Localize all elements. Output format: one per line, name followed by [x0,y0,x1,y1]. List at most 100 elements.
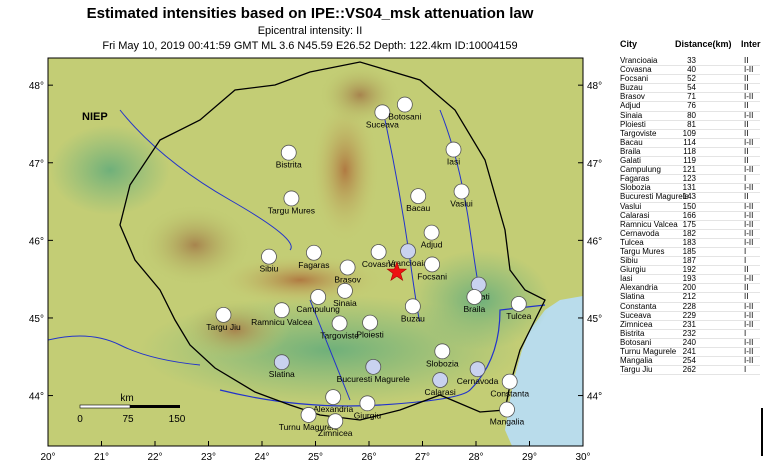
intensity-cell: II [744,292,749,302]
city-label: Vrancioaia [388,258,428,268]
lon-tick-label: 30° [575,452,590,463]
city-name-cell: Slatina [620,292,645,302]
lon-tick-label: 22° [147,452,162,463]
distance-cell: 76 [687,101,696,111]
city-label: Buzau [401,313,425,323]
intensity-cell: I-II [744,228,754,238]
city-marker [339,259,356,276]
table-row: Slobozia 131 I-II [620,183,760,194]
table-row: Sibiu 187 I [620,256,760,267]
city-name-cell: Sinaia [620,110,643,120]
river [48,335,201,366]
lat-tick-label-left: 46° [29,236,44,247]
distance-cell: 232 [682,328,696,338]
latitude-ticks: 48° 48° 47° 47° 46° 46° 45° 45° 44° 44° [29,81,602,402]
city-name-cell: Iasi [620,274,633,284]
intensity-cell: I-II [744,137,754,147]
scale-tick-150: 150 [169,414,186,425]
distance-cell: 123 [682,174,696,184]
distance-cell: 192 [682,265,696,275]
city-marker [280,144,297,161]
city-marker [499,401,515,418]
city-marker [305,244,322,261]
table-row: Braila 118 II [620,146,760,158]
distance-cell: 40 [687,65,696,75]
table-row: Mangalia 254 I-II [620,356,760,367]
city-marker [365,358,382,375]
city-label: Iasi [447,157,460,167]
distance-cell: 229 [682,310,696,320]
intensity-cell: I-II [744,110,754,120]
scale-bar-white-segment [79,404,131,409]
lat-tick-label-left: 45° [29,314,44,325]
city-name-cell: Braila [620,146,641,156]
plain-area-west [50,125,170,215]
intensity-cell: I [744,174,747,184]
distance-cell: 193 [682,274,696,284]
city-name-cell: Calarasi [620,210,650,220]
scale-tick-75: 75 [122,414,134,425]
intensity-cell: II [744,56,749,65]
table-row: Bucuresti Magurele 143 II [620,192,760,203]
city-label: Turnu Magurele [279,422,339,432]
table-row: Targoviste 109 II [620,128,760,139]
lon-tick-label: 26° [361,452,376,463]
banat-mountains [180,300,290,360]
scale-bar-black-segment [130,405,180,408]
table-row: Buzau 54 II [620,83,760,94]
city-name-cell: Focsani [620,74,649,84]
city-name-cell: Botosani [620,337,652,347]
intensity-cell: I-II [744,319,754,329]
intensity-cell: II [744,192,749,202]
city-label: Adjud [421,240,443,250]
city-name-cell: Targu Jiu [620,365,653,375]
intensity-cell: I [744,328,747,338]
epicentral-intensity: Epicentral intensity: II [257,25,363,37]
city-name-cell: Ramnicu Valcea [620,219,678,229]
city-name-cell: Brasov [620,92,645,102]
lat-tick-label-right: 46° [587,236,602,247]
table-row: Cernavoda 182 I-II [620,228,760,239]
city-marker [273,354,290,371]
distance-cell: 131 [682,183,696,193]
scale-tick-0: 0 [77,414,83,425]
city-name-cell: Bistrita [620,328,645,338]
city-marker [469,361,486,378]
distance-cell: 241 [682,347,696,356]
table-row: Bistrita 232 I [620,328,760,339]
city-name-cell: Bacau [620,137,643,147]
city-marker [466,289,483,305]
intensity-cell: II [744,128,749,138]
city-marker [400,243,416,260]
table-row: Adjud 76 II [620,101,760,112]
intensity-cell: II [744,146,749,156]
intensity-cell: II [744,83,749,93]
lon-tick-label: 20° [40,452,55,463]
table-row: Giurgiu 192 II [620,265,760,276]
city-marker [370,244,387,260]
distance-cell: 52 [687,74,696,84]
distance-cell: 228 [682,301,696,311]
table-row: Tulcea 183 I-II [620,238,760,248]
intensity-cell: I-II [744,301,754,311]
distance-cell: 54 [687,83,696,93]
table-row: Vaslui 150 I-II [620,201,760,212]
intensity-cell: I-II [744,356,754,366]
intensity-cell: I-II [744,337,754,347]
city-marker [215,306,232,323]
table-row: Constanta 228 I-II [620,301,760,312]
distance-cell: 121 [682,165,696,175]
table-row: Targu Mures 185 I [620,247,760,258]
city-label: Suceava [366,119,399,129]
city-marker [327,413,344,430]
city-label: Alexandria [313,404,353,414]
city-marker [404,298,421,315]
niep-label: NIEP [82,111,108,123]
city-marker [310,289,327,305]
lon-tick-label: 24° [254,452,269,463]
distance-cell: 109 [682,128,696,138]
distance-cell: 150 [682,201,696,211]
city-name-cell: Galati [620,156,641,166]
city-marker [300,407,317,423]
intensity-cell: II [744,265,749,275]
